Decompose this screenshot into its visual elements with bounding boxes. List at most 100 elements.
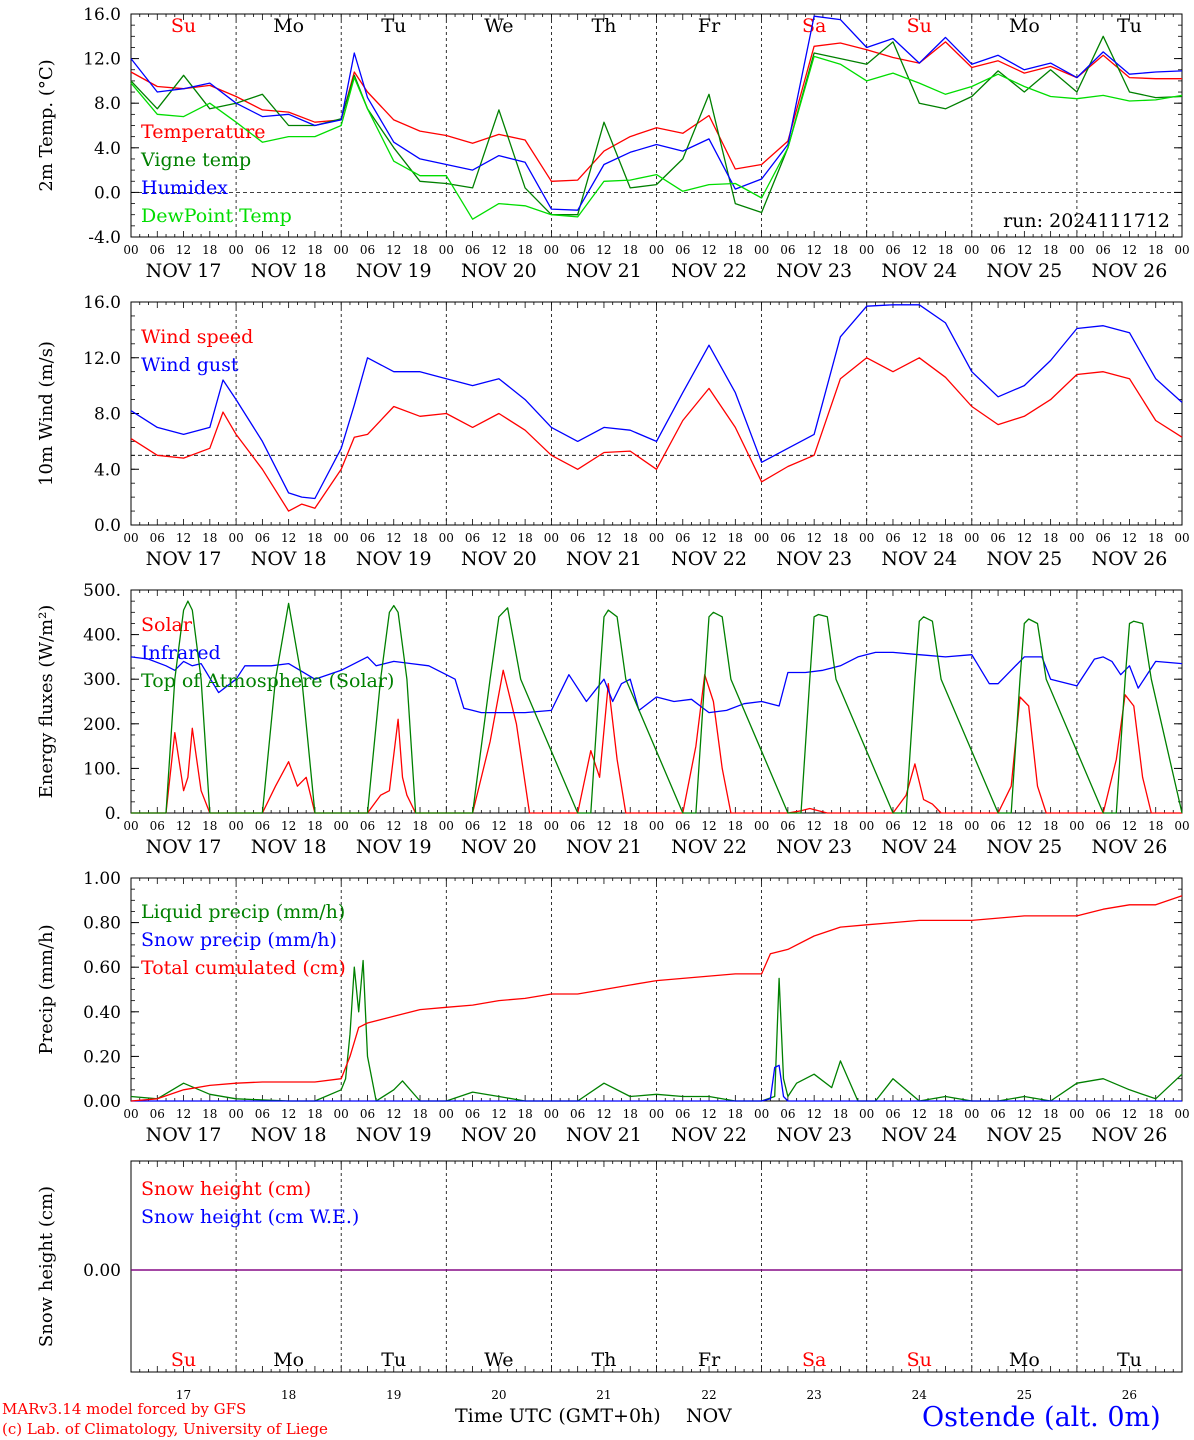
hour-tick-label: 00 bbox=[123, 531, 138, 545]
hour-tick-label: 12 bbox=[1017, 531, 1032, 545]
hour-tick-label: 18 bbox=[307, 819, 322, 833]
date-label: NOV 23 bbox=[776, 1124, 852, 1146]
date-label: NOV 18 bbox=[251, 836, 327, 858]
weekday-label: Tu bbox=[1117, 15, 1142, 37]
hour-tick-label: 12 bbox=[701, 819, 716, 833]
hour-tick-label: 06 bbox=[255, 531, 270, 545]
hour-tick-label: 12 bbox=[386, 243, 401, 257]
y-axis-label: 2m Temp. (°C) bbox=[36, 59, 57, 191]
hour-tick-label: 00 bbox=[1174, 1107, 1189, 1121]
series-line-wind-speed bbox=[130, 357, 1183, 512]
series-line-top-of-atmosphere-solar- bbox=[131, 600, 1183, 814]
weekday-label: Fr bbox=[698, 15, 721, 37]
hour-tick-label: 18 bbox=[938, 819, 953, 833]
hour-tick-label: 12 bbox=[701, 1107, 716, 1121]
hour-tick-label: 00 bbox=[334, 1107, 349, 1121]
hour-tick-label: 06 bbox=[780, 243, 795, 257]
y-tick-label: 12.0 bbox=[83, 50, 121, 70]
y-tick-label: 100. bbox=[83, 759, 121, 779]
hour-tick-label: 06 bbox=[780, 1107, 795, 1121]
date-label: NOV 21 bbox=[566, 548, 642, 570]
weekday-label: Sa bbox=[802, 15, 826, 37]
y-tick-label: 400. bbox=[83, 626, 121, 646]
date-label: NOV 20 bbox=[461, 548, 537, 570]
date-label: NOV 24 bbox=[881, 260, 957, 282]
legend-entry: Snow precip (mm/h) bbox=[141, 929, 337, 951]
hour-tick-label: 00 bbox=[544, 243, 559, 257]
hour-tick-label: 12 bbox=[912, 243, 927, 257]
hour-tick-label: 00 bbox=[649, 819, 664, 833]
y-tick-label: 4.0 bbox=[94, 460, 121, 480]
hour-tick-label: 06 bbox=[990, 531, 1005, 545]
hour-tick-label: 12 bbox=[807, 1107, 822, 1121]
hour-tick-label: 00 bbox=[859, 243, 874, 257]
hour-tick-label: 00 bbox=[649, 243, 664, 257]
hour-tick-label: 06 bbox=[465, 243, 480, 257]
weekday-label: Mo bbox=[273, 1349, 304, 1371]
date-label: NOV 23 bbox=[776, 836, 852, 858]
hour-tick-label: 06 bbox=[885, 531, 900, 545]
hour-tick-label: 00 bbox=[964, 243, 979, 257]
hour-tick-label: 18 bbox=[728, 819, 743, 833]
y-axis-label: Snow height (cm) bbox=[36, 1186, 57, 1347]
hour-tick-label: 00 bbox=[1174, 819, 1189, 833]
hour-tick-label: 18 bbox=[412, 1107, 427, 1121]
weekday-label: Tu bbox=[1117, 1349, 1142, 1371]
series-line-infrared bbox=[130, 651, 1183, 714]
hour-tick-label: 18 bbox=[1043, 531, 1058, 545]
weekday-label: Su bbox=[171, 1349, 196, 1371]
hour-tick-label: 18 bbox=[412, 531, 427, 545]
hour-tick-label: 06 bbox=[885, 819, 900, 833]
hour-tick-label: 06 bbox=[255, 819, 270, 833]
hour-tick-label: 18 bbox=[938, 1107, 953, 1121]
hour-tick-label: 12 bbox=[1122, 819, 1137, 833]
y-tick-label: 0.00 bbox=[83, 1092, 121, 1112]
hour-tick-label: 06 bbox=[150, 531, 165, 545]
hour-tick-label: 00 bbox=[649, 1107, 664, 1121]
hour-tick-label: 18 bbox=[833, 1107, 848, 1121]
legend-entry: Humidex bbox=[141, 177, 228, 199]
hour-tick-label: 00 bbox=[964, 819, 979, 833]
hour-tick-label: 06 bbox=[465, 819, 480, 833]
hour-tick-label: 00 bbox=[334, 243, 349, 257]
date-label: NOV 17 bbox=[146, 548, 222, 570]
day-number-label: 20 bbox=[491, 1388, 506, 1402]
date-label: NOV 25 bbox=[986, 836, 1062, 858]
y-tick-label: 0.20 bbox=[83, 1047, 121, 1067]
hour-tick-label: 06 bbox=[675, 243, 690, 257]
hour-tick-label: 18 bbox=[517, 819, 532, 833]
date-label: NOV 20 bbox=[461, 260, 537, 282]
hour-tick-label: 12 bbox=[281, 1107, 296, 1121]
y-tick-label: 1.00 bbox=[83, 869, 121, 889]
hour-tick-label: 12 bbox=[596, 243, 611, 257]
y-tick-label: -4.0 bbox=[88, 228, 121, 248]
day-number-label: 25 bbox=[1017, 1388, 1032, 1402]
hour-tick-label: 00 bbox=[649, 531, 664, 545]
panel-frame bbox=[130, 301, 1183, 526]
hour-tick-label: 12 bbox=[176, 1107, 191, 1121]
series-line-humidex bbox=[130, 15, 1183, 211]
hour-tick-label: 00 bbox=[123, 819, 138, 833]
hour-tick-label: 18 bbox=[1148, 819, 1163, 833]
date-label: NOV 24 bbox=[881, 548, 957, 570]
hour-tick-label: 00 bbox=[228, 1107, 243, 1121]
date-label: NOV 20 bbox=[461, 1124, 537, 1146]
y-tick-label: 12.0 bbox=[83, 349, 121, 369]
hour-tick-label: 06 bbox=[465, 1107, 480, 1121]
date-label: NOV 17 bbox=[146, 260, 222, 282]
date-label: NOV 22 bbox=[671, 260, 747, 282]
hour-tick-label: 12 bbox=[807, 243, 822, 257]
day-number-label: 17 bbox=[176, 1388, 191, 1402]
hour-tick-label: 12 bbox=[596, 819, 611, 833]
hour-tick-label: 12 bbox=[491, 243, 506, 257]
hour-tick-label: 00 bbox=[754, 1107, 769, 1121]
hour-tick-label: 12 bbox=[596, 1107, 611, 1121]
date-label: NOV 24 bbox=[881, 1124, 957, 1146]
hour-tick-label: 12 bbox=[281, 243, 296, 257]
hour-tick-label: 18 bbox=[202, 819, 217, 833]
hour-tick-label: 12 bbox=[912, 1107, 927, 1121]
legend-entry: Vigne temp bbox=[140, 149, 251, 171]
hour-tick-label: 06 bbox=[465, 531, 480, 545]
hour-tick-label: 18 bbox=[307, 243, 322, 257]
hour-tick-label: 06 bbox=[255, 1107, 270, 1121]
